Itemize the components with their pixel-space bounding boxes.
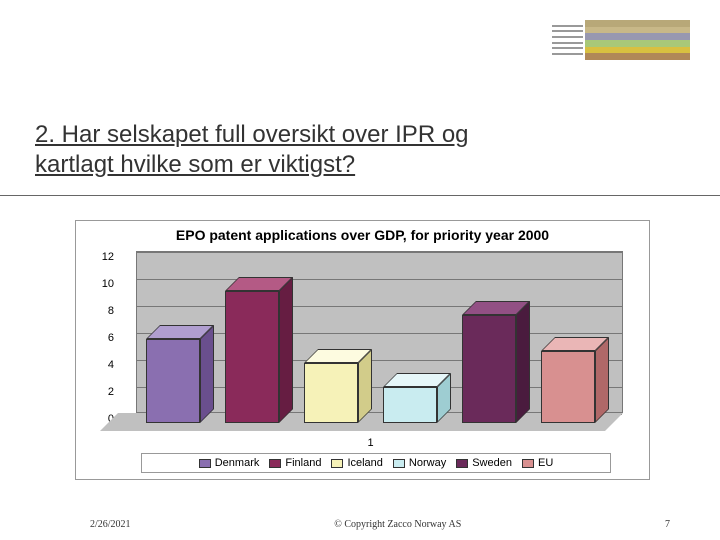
- bar-denmark: [146, 325, 214, 423]
- y-tick-label: 4: [90, 359, 114, 371]
- x-axis-label: 1: [118, 437, 623, 449]
- slide-title: 2. Har selskapet full oversikt over IPR …: [35, 120, 469, 180]
- y-tick-label: 2: [90, 386, 114, 398]
- legend-swatch: [522, 459, 534, 468]
- y-tick-label: 8: [90, 305, 114, 317]
- y-tick-label: 6: [90, 332, 114, 344]
- y-axis-labels: 024681012: [90, 257, 114, 432]
- legend-item-eu: EU: [522, 457, 553, 469]
- footer-copyright: © Copyright Zacco Norway AS: [334, 519, 461, 530]
- bar-eu: [541, 337, 609, 423]
- legend-swatch: [199, 459, 211, 468]
- slide-title-l2: kartlagt hvilke som er viktigst?: [35, 151, 355, 178]
- footer: 2/26/2021 © Copyright Zacco Norway AS 7: [0, 519, 720, 530]
- footer-date: 2/26/2021: [90, 519, 131, 530]
- corner-decoration: [550, 20, 690, 60]
- bar-finland: [225, 277, 293, 423]
- plot-area: 1: [118, 269, 623, 431]
- legend-swatch: [456, 459, 468, 468]
- bar-iceland: [304, 349, 372, 423]
- bar-sweden: [462, 301, 530, 423]
- legend-item-norway: Norway: [393, 457, 446, 469]
- title-divider: [0, 195, 720, 196]
- legend-item-denmark: Denmark: [199, 457, 260, 469]
- legend-label: Finland: [285, 457, 321, 469]
- legend-label: EU: [538, 457, 553, 469]
- legend-label: Sweden: [472, 457, 512, 469]
- legend-item-sweden: Sweden: [456, 457, 512, 469]
- y-tick-label: 10: [90, 278, 114, 290]
- chart-title: EPO patent applications over GDP, for pr…: [76, 221, 649, 247]
- bar-norway: [383, 373, 451, 423]
- footer-page: 7: [665, 519, 670, 530]
- legend-swatch: [331, 459, 343, 468]
- legend: Denmark Finland Iceland Norway Sweden EU: [141, 453, 611, 473]
- slide-title-l1: 2. Har selskapet full oversikt over IPR …: [35, 121, 469, 148]
- legend-label: Denmark: [215, 457, 260, 469]
- legend-swatch: [269, 459, 281, 468]
- legend-item-iceland: Iceland: [331, 457, 382, 469]
- legend-item-finland: Finland: [269, 457, 321, 469]
- legend-label: Iceland: [347, 457, 382, 469]
- legend-swatch: [393, 459, 405, 468]
- y-tick-label: 12: [90, 251, 114, 263]
- chart-panel: EPO patent applications over GDP, for pr…: [75, 220, 650, 480]
- legend-label: Norway: [409, 457, 446, 469]
